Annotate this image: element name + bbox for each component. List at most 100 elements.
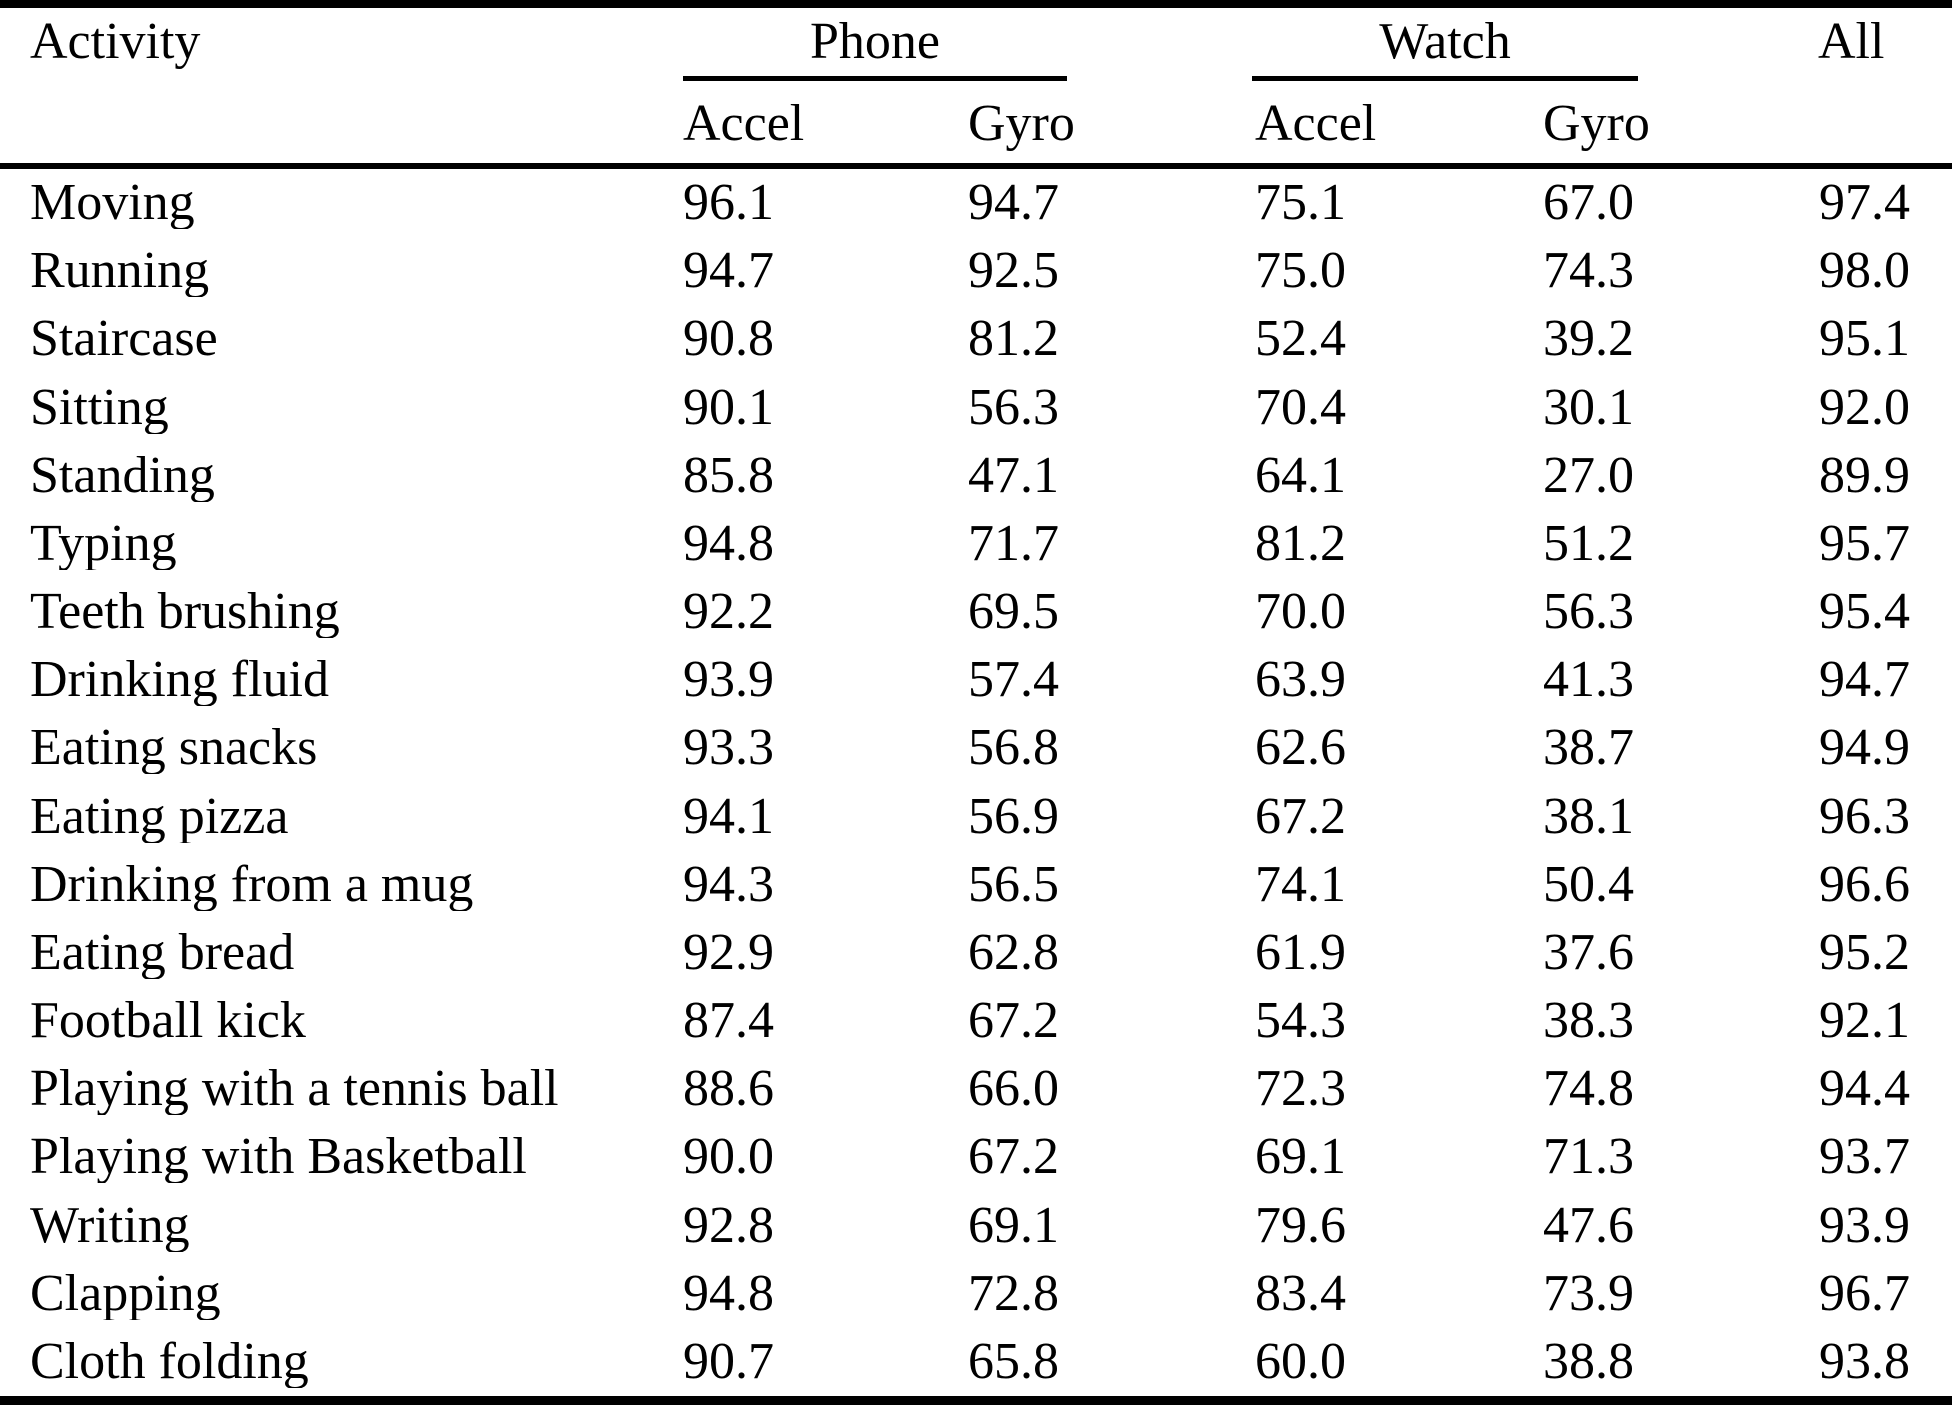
- activity-cell: Writing: [30, 1199, 190, 1252]
- column-group-header-watch: Watch: [1379, 13, 1511, 70]
- phone-accel-cell: 94.8: [683, 1267, 774, 1320]
- phone-gyro-cell: 92.5: [968, 245, 1059, 298]
- all-cell: 96.3: [1819, 790, 1910, 843]
- phone-accel-cell: 94.3: [683, 858, 774, 911]
- subheader-watch-gyro: Gyro: [1543, 95, 1650, 152]
- table-row: Teeth brushing 92.2 69.5 70.0 56.3 95.4: [0, 578, 1952, 646]
- watch-group-underline: [1252, 76, 1638, 81]
- watch-gyro-cell: 41.3: [1543, 654, 1634, 707]
- all-cell: 95.1: [1819, 313, 1910, 366]
- phone-gyro-cell: 47.1: [968, 449, 1059, 502]
- phone-group-underline: [683, 76, 1067, 81]
- subheader-watch-accel: Accel: [1255, 95, 1377, 152]
- table-row: Writing 92.8 69.1 79.6 47.6 93.9: [0, 1192, 1952, 1260]
- watch-accel-cell: 61.9: [1255, 926, 1346, 979]
- table-bottom-rule: [0, 1396, 1952, 1405]
- activity-cell: Drinking fluid: [30, 654, 329, 707]
- phone-gyro-cell: 69.1: [968, 1199, 1059, 1252]
- watch-accel-cell: 83.4: [1255, 1267, 1346, 1320]
- table-row: Staircase 90.8 81.2 52.4 39.2 95.1: [0, 305, 1952, 373]
- all-cell: 93.8: [1819, 1336, 1910, 1388]
- table-row: Eating bread 92.9 62.8 61.9 37.6 95.2: [0, 919, 1952, 987]
- watch-gyro-cell: 73.9: [1543, 1267, 1634, 1320]
- all-cell: 96.6: [1819, 858, 1910, 911]
- all-cell: 95.2: [1819, 926, 1910, 979]
- watch-gyro-cell: 51.2: [1543, 517, 1634, 570]
- watch-accel-cell: 63.9: [1255, 654, 1346, 707]
- phone-gyro-cell: 56.8: [968, 722, 1059, 775]
- watch-accel-cell: 52.4: [1255, 313, 1346, 366]
- phone-gyro-cell: 94.7: [968, 177, 1059, 230]
- watch-accel-cell: 64.1: [1255, 449, 1346, 502]
- table-row: Playing with a tennis ball 88.6 66.0 72.…: [0, 1055, 1952, 1123]
- activity-cell: Football kick: [30, 995, 306, 1048]
- watch-accel-cell: 67.2: [1255, 790, 1346, 843]
- activity-cell: Eating snacks: [30, 722, 318, 775]
- phone-accel-cell: 92.2: [683, 586, 774, 639]
- table-row: Playing with Basketball 90.0 67.2 69.1 7…: [0, 1123, 1952, 1191]
- table-row: Eating pizza 94.1 56.9 67.2 38.1 96.3: [0, 783, 1952, 851]
- watch-gyro-cell: 50.4: [1543, 858, 1634, 911]
- phone-accel-cell: 88.6: [683, 1063, 774, 1116]
- watch-gyro-cell: 27.0: [1543, 449, 1634, 502]
- watch-accel-cell: 70.4: [1255, 381, 1346, 434]
- watch-accel-cell: 62.6: [1255, 722, 1346, 775]
- phone-accel-cell: 94.7: [683, 245, 774, 298]
- all-cell: 94.9: [1819, 722, 1910, 775]
- phone-accel-cell: 87.4: [683, 995, 774, 1048]
- table-row: Standing 85.8 47.1 64.1 27.0 89.9: [0, 442, 1952, 510]
- table-row: Drinking fluid 93.9 57.4 63.9 41.3 94.7: [0, 646, 1952, 714]
- watch-accel-cell: 72.3: [1255, 1063, 1346, 1116]
- phone-accel-cell: 92.9: [683, 926, 774, 979]
- phone-gyro-cell: 66.0: [968, 1063, 1059, 1116]
- watch-gyro-cell: 67.0: [1543, 177, 1634, 230]
- watch-accel-cell: 81.2: [1255, 517, 1346, 570]
- phone-accel-cell: 93.9: [683, 654, 774, 707]
- all-cell: 98.0: [1819, 245, 1910, 298]
- watch-gyro-cell: 47.6: [1543, 1199, 1634, 1252]
- all-cell: 95.7: [1819, 517, 1910, 570]
- table-row: Eating snacks 93.3 56.8 62.6 38.7 94.9: [0, 714, 1952, 782]
- phone-gyro-cell: 72.8: [968, 1267, 1059, 1320]
- watch-accel-cell: 75.1: [1255, 177, 1346, 230]
- all-cell: 94.7: [1819, 654, 1910, 707]
- subheader-phone-accel: Accel: [683, 95, 805, 152]
- activity-cell: Standing: [30, 449, 215, 502]
- watch-gyro-cell: 37.6: [1543, 926, 1634, 979]
- watch-accel-cell: 70.0: [1255, 586, 1346, 639]
- watch-accel-cell: 60.0: [1255, 1336, 1346, 1388]
- subheader-phone-gyro: Gyro: [968, 95, 1075, 152]
- phone-accel-cell: 90.8: [683, 313, 774, 366]
- watch-accel-cell: 69.1: [1255, 1131, 1346, 1184]
- watch-accel-cell: 75.0: [1255, 245, 1346, 298]
- activity-cell: Drinking from a mug: [30, 858, 474, 911]
- watch-accel-cell: 54.3: [1255, 995, 1346, 1048]
- watch-gyro-cell: 74.3: [1543, 245, 1634, 298]
- phone-gyro-cell: 56.3: [968, 381, 1059, 434]
- all-cell: 92.1: [1819, 995, 1910, 1048]
- activity-cell: Running: [30, 245, 210, 298]
- watch-gyro-cell: 38.8: [1543, 1336, 1634, 1388]
- phone-accel-cell: 93.3: [683, 722, 774, 775]
- activity-cell: Eating bread: [30, 926, 295, 979]
- table-body: Moving 96.1 94.7 75.1 67.0 97.4 Running …: [0, 169, 1952, 1396]
- phone-accel-cell: 94.1: [683, 790, 774, 843]
- phone-gyro-cell: 57.4: [968, 654, 1059, 707]
- phone-gyro-cell: 67.2: [968, 1131, 1059, 1184]
- phone-gyro-cell: 81.2: [968, 313, 1059, 366]
- all-cell: 94.4: [1819, 1063, 1910, 1116]
- table-top-rule: [0, 0, 1952, 8]
- table-row: Sitting 90.1 56.3 70.4 30.1 92.0: [0, 374, 1952, 442]
- watch-gyro-cell: 39.2: [1543, 313, 1634, 366]
- column-header-all: All: [1818, 13, 1885, 70]
- activity-cell: Cloth folding: [30, 1336, 309, 1388]
- phone-accel-cell: 94.8: [683, 517, 774, 570]
- header-separator-rule: [0, 163, 1952, 169]
- activity-cell: Eating pizza: [30, 790, 289, 843]
- all-cell: 95.4: [1819, 586, 1910, 639]
- activity-cell: Clapping: [30, 1267, 221, 1320]
- column-header-activity: Activity: [30, 13, 201, 70]
- activity-cell: Teeth brushing: [30, 586, 340, 639]
- phone-accel-cell: 90.1: [683, 381, 774, 434]
- table-row: Typing 94.8 71.7 81.2 51.2 95.7: [0, 510, 1952, 578]
